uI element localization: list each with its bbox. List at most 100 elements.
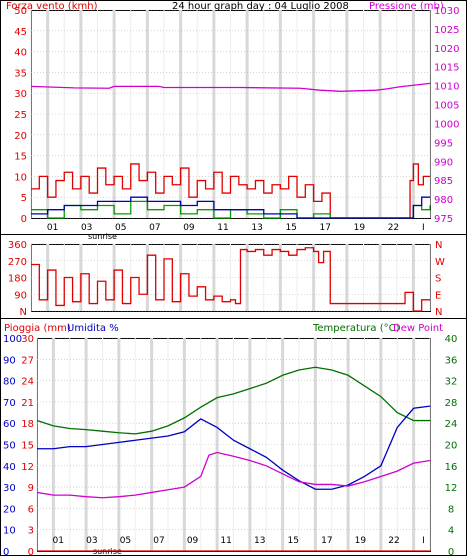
y-tick-label: 0 [448, 547, 454, 556]
y-tick-label: 20 [445, 441, 458, 452]
y-tick-label: 270 [8, 257, 27, 268]
series-line [31, 163, 430, 219]
y-tick-label: N [20, 307, 27, 318]
x-tick-label: 13 [254, 536, 265, 546]
x-tick-label: 13 [251, 223, 262, 233]
y-tick-label: 1020 [434, 44, 459, 55]
y-tick-label: 16 [445, 462, 458, 473]
y-tick-label: 27 [21, 355, 34, 366]
y-tick-label: 4 [448, 526, 454, 537]
series-line [36, 451, 431, 499]
y-tick-label: 28 [445, 398, 458, 409]
x-tick-label: 03 [86, 536, 97, 546]
x-tick-label: 03 [81, 223, 92, 233]
y-tick-label: 100 [3, 334, 22, 345]
chart3-right-axis-label: Temperatura (°C) [312, 323, 400, 334]
x-tick-label: 01 [47, 223, 58, 233]
series-line [31, 200, 431, 219]
y-tick-label: 12 [21, 462, 34, 473]
y-tick-label: 50 [3, 441, 16, 452]
y-tick-label: 18 [21, 419, 34, 430]
x-tick-label: 15 [285, 223, 296, 233]
y-tick-label: 50 [14, 6, 27, 17]
y-tick-label: E [435, 290, 441, 301]
y-tick-label: 10 [3, 526, 16, 537]
y-tick-label: 0 [21, 214, 27, 225]
y-tick-label: 30 [21, 334, 34, 345]
y-tick-label: 180 [8, 274, 27, 285]
x-tick-label: 09 [187, 536, 199, 546]
x-tick-label: 19 [355, 536, 367, 546]
y-tick-label: 0 [28, 547, 34, 556]
y-tick-label: 45 [14, 27, 27, 38]
y-tick-label: 1000 [434, 119, 459, 130]
chart1-left-axis-label: Forza vento (kmh) [6, 1, 98, 12]
y-tick-label: 35 [14, 68, 27, 79]
y-tick-label: 995 [434, 138, 453, 149]
y-tick-label: 20 [3, 504, 16, 515]
y-tick-label: 990 [434, 157, 453, 168]
x-tick-label: 22 [388, 223, 399, 233]
series-line [37, 405, 431, 490]
y-tick-label: 0 [3, 547, 9, 556]
x-tick-label: I [422, 536, 425, 546]
sunrise-label: sunrise [88, 232, 117, 241]
series-line [31, 247, 430, 312]
x-tick-label: 11 [220, 536, 231, 546]
y-tick-label: 12 [445, 483, 458, 494]
x-tick-label: 01 [53, 536, 64, 546]
y-tick-label: 30 [3, 483, 16, 494]
y-tick-label: 1005 [434, 101, 459, 112]
y-tick-label: 1015 [434, 63, 459, 74]
y-tick-label: 1010 [434, 82, 459, 93]
y-tick-label: 1025 [434, 25, 459, 36]
y-tick-label: 70 [3, 398, 16, 409]
series-line [31, 196, 430, 219]
y-tick-label: 30 [14, 89, 27, 100]
y-tick-label: 980 [434, 195, 453, 206]
y-tick-label: 15 [14, 152, 27, 163]
y-tick-label: 36 [445, 355, 458, 366]
y-tick-label: 40 [14, 48, 27, 59]
y-tick-label: 1030 [434, 6, 459, 17]
y-tick-label: 24 [445, 419, 458, 430]
chart3-right2-axis-label: Dew Point [393, 323, 443, 334]
chart3-left2-axis-label: Umidita % [67, 323, 119, 334]
x-tick-label: 17 [320, 223, 331, 233]
x-tick-label: 19 [354, 223, 366, 233]
y-tick-label: N [435, 240, 442, 251]
y-tick-label: S [435, 274, 441, 285]
series-line [36, 366, 430, 435]
y-tick-label: 90 [3, 355, 16, 366]
y-tick-label: 9 [28, 483, 34, 494]
x-tick-label: 07 [149, 223, 160, 233]
x-tick-label: 15 [288, 536, 299, 546]
y-tick-label: 80 [3, 377, 16, 388]
x-tick-label: 07 [153, 536, 164, 546]
y-tick-label: 8 [448, 504, 454, 515]
y-tick-label: 40 [445, 334, 458, 345]
y-tick-label: 985 [434, 176, 453, 187]
y-tick-label: W [435, 257, 445, 268]
y-tick-label: 5 [21, 193, 27, 204]
x-tick-label: 17 [321, 536, 332, 546]
series-line [30, 82, 431, 92]
y-tick-label: 90 [14, 290, 27, 301]
y-tick-label: 15 [21, 441, 34, 452]
y-tick-label: 975 [434, 214, 453, 225]
x-tick-label: 09 [183, 223, 195, 233]
y-tick-label: 25 [14, 110, 27, 121]
x-tick-label: I [422, 223, 425, 233]
chart1-right-axis-label: Pressione (mb) [369, 1, 444, 12]
y-tick-label: 10 [14, 172, 27, 183]
x-tick-label: 22 [388, 536, 399, 546]
chart3-left-axis-label: Pioggia (mm) [4, 323, 71, 334]
y-tick-label: 21 [21, 398, 34, 409]
y-tick-label: 40 [3, 462, 16, 473]
y-tick-label: 3 [28, 526, 34, 537]
chart-title: 24 hour graph day : 04 Luglio 2008 [172, 1, 349, 12]
x-tick-label: 05 [115, 223, 126, 233]
y-tick-label: 32 [445, 377, 458, 388]
